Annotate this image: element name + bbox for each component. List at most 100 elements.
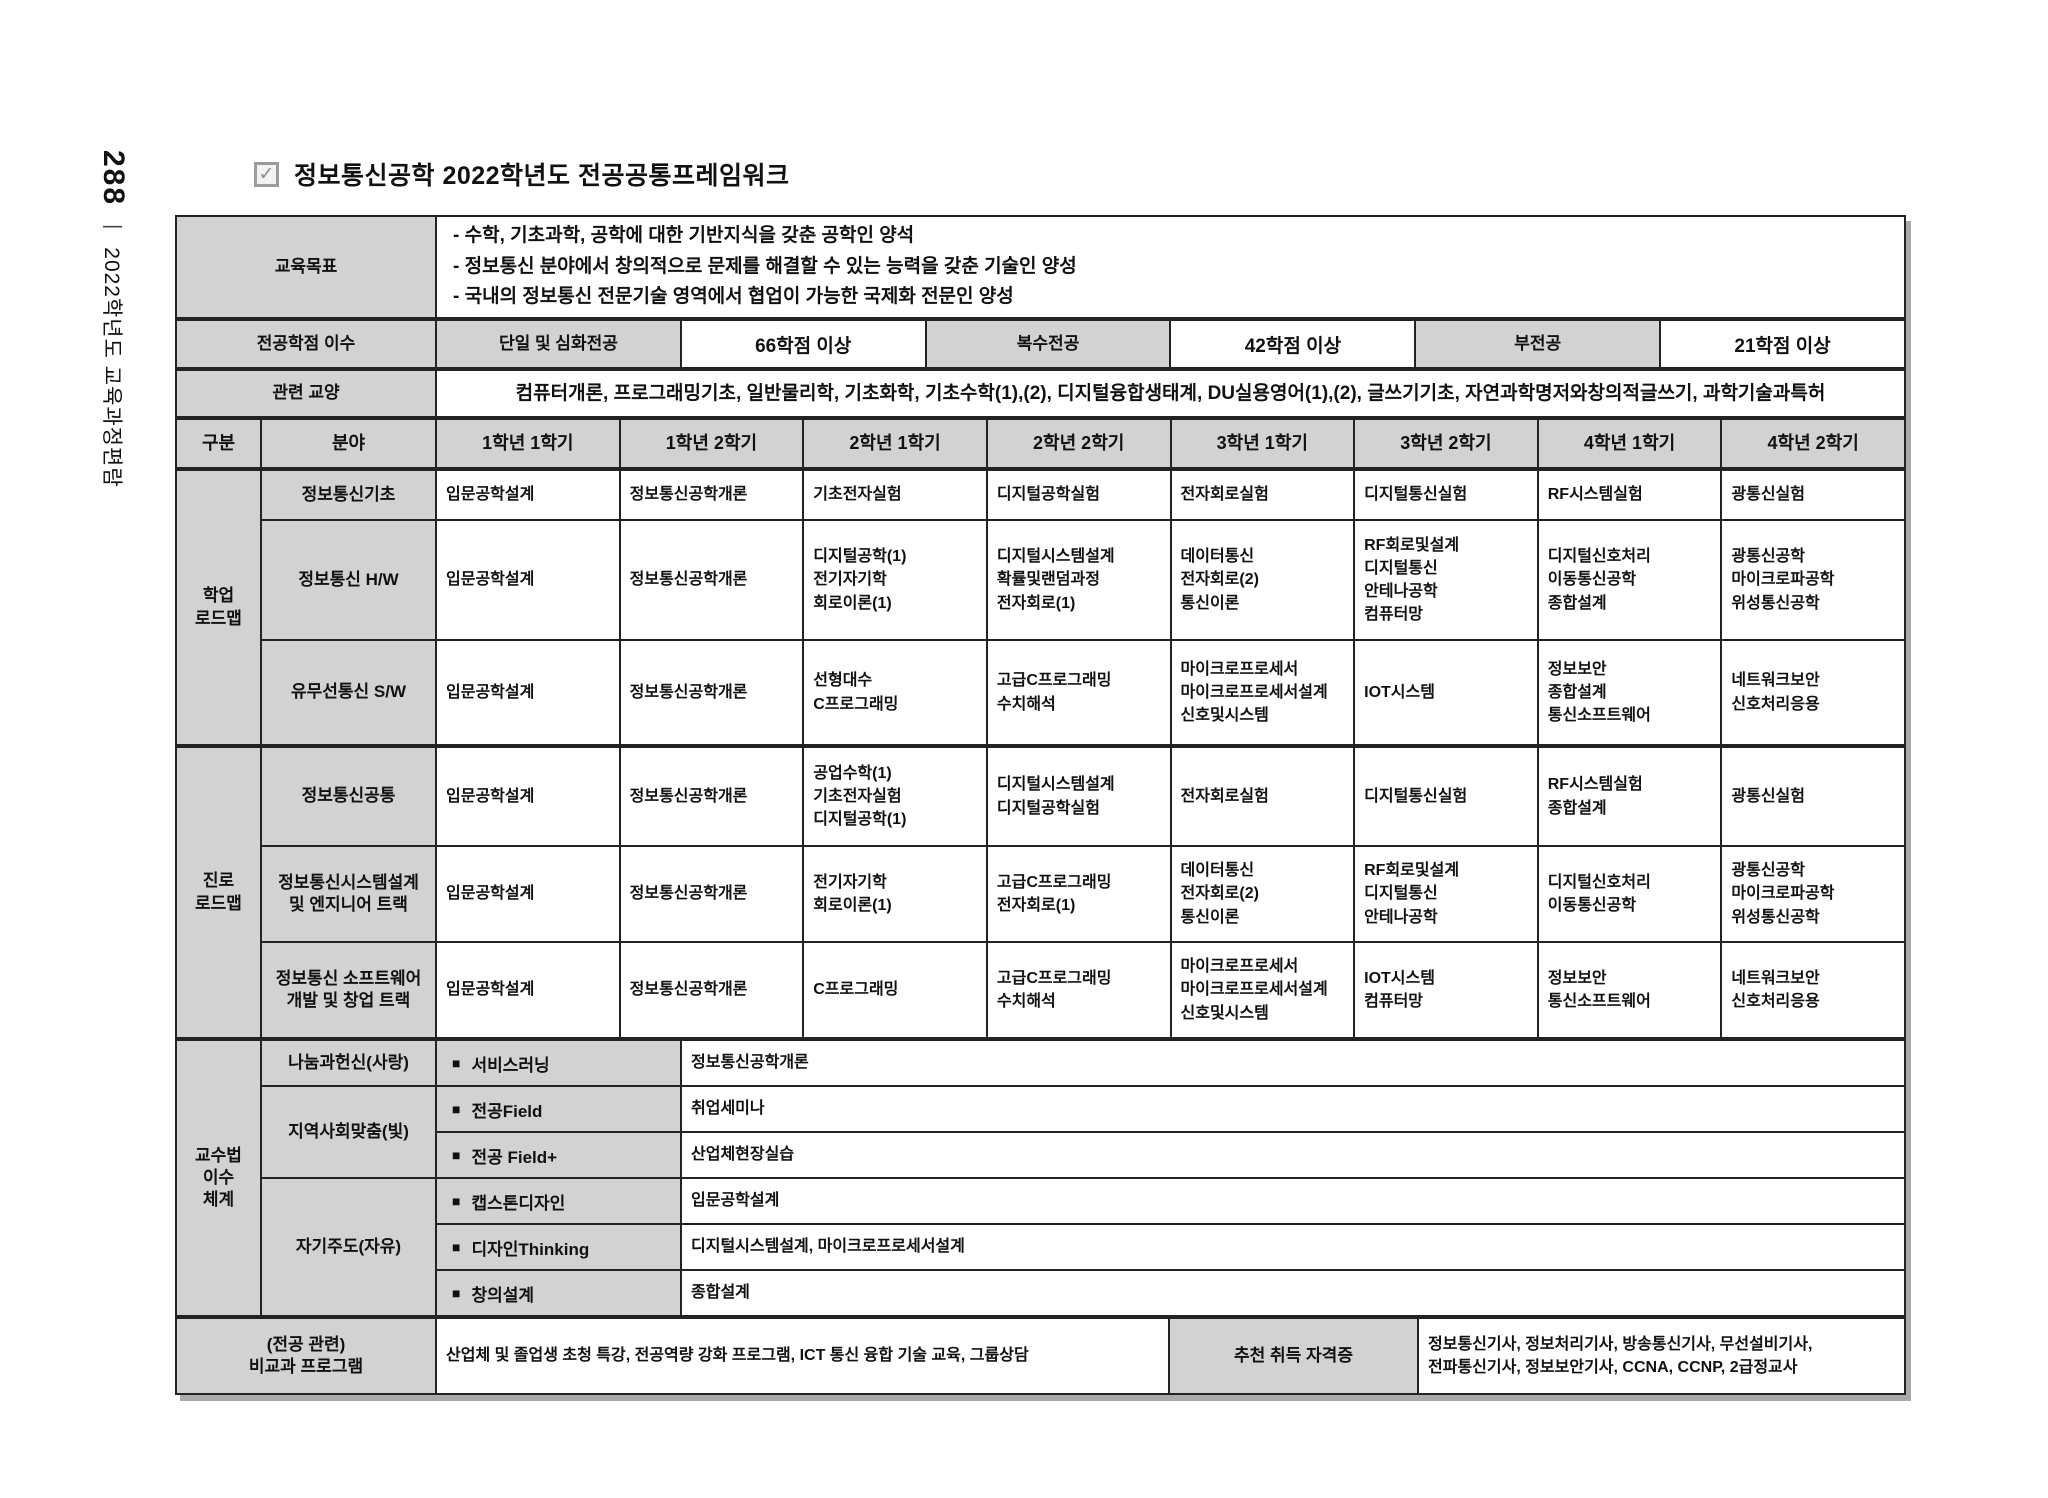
course-cell: 정보통신공학개론 [620,943,805,1037]
section-body: 정보통신공통 입문공학설계 정보통신공학개론 공업수학(1) 기초전자실험 디지… [262,748,1904,1037]
page-number: 288 [97,150,130,207]
method-label: 캡스톤디자인 [471,1193,566,1213]
pedagogy-section: 교수법 이수 체계 나눔과헌신(사랑) ■ 서비스러닝 정보통신공학개론 지역사… [177,1039,1904,1317]
course-cell: 마이크로프로세서 마이크로프로세서설계 신호및시스템 [1171,641,1356,744]
course-cell: 입문공학설계 [437,521,621,639]
header-cell: 2학년 2학기 [987,420,1172,467]
liberal-courses-cell: 컴퓨터개론, 프로그래밍기초, 일반물리학, 기초화학, 기초수학(1),(2)… [437,371,1904,416]
course-cell: 디지털시스템설계 확률및랜덤과정 전자회로(1) [987,521,1172,639]
check-glyph: ✓ [258,163,275,185]
pedagogy-item-row: ■ 전공Field 취업세미나 [437,1087,1904,1133]
credits-type-cell: 부전공 [1416,321,1662,367]
category-cell: 정보통신 소프트웨어 개발 및 창업 트랙 [262,943,437,1037]
course-cell: 디지털통신실험 [1355,748,1539,845]
roadmap-row: 정보통신시스템설계 및 엔지니어 트랙 입문공학설계 정보통신공학개론 전기자기… [262,847,1904,943]
course-cell: 기초전자실험 [804,471,988,519]
area-label-cell: 지역사회맞춤(빛) [262,1087,437,1177]
method-course-cell: 디지털시스템설계, 마이크로프로세서설계 [682,1225,1904,1269]
roadmap-row: 유무선통신 S/W 입문공학설계 정보통신공학개론 선형대수 C프로그래밍 고급… [262,641,1904,744]
course-cell: 디지털신호처리 이동통신공학 [1538,847,1723,941]
course-cell: C프로그래밍 [804,943,988,1037]
method-cell: ■ 전공 Field+ [437,1133,682,1177]
course-cell: 디지털통신실험 [1355,471,1539,519]
course-cell: 정보통신공학개론 [620,521,805,639]
course-cell: RF시스템실험 [1538,471,1723,519]
course-cell: 광통신공학 마이크로파공학 위성통신공학 [1722,521,1904,639]
study-roadmap-section: 학업 로드맵 정보통신기초 입문공학설계 정보통신공학개론 기초전자실험 디지털… [177,469,1904,746]
course-cell: 정보통신공학개론 [620,847,805,941]
course-cell: 디지털신호처리 이동통신공학 종합설계 [1538,521,1723,639]
category-cell: 정보통신공통 [262,748,437,845]
career-roadmap-section: 진로 로드맵 정보통신공통 입문공학설계 정보통신공학개론 공업수학(1) 기초… [177,746,1904,1039]
extra-label-cell: (전공 관련) 비교과 프로그램 [177,1319,437,1393]
header-cell: 4학년 2학기 [1722,420,1904,467]
method-cell: ■ 전공Field [437,1087,682,1131]
liberal-label-cell: 관련 교양 [177,371,437,416]
header-cell: 구분 [177,420,262,467]
course-cell: 고급C프로그래밍 수치해석 [987,943,1172,1037]
course-cell: 전자회로실험 [1171,748,1356,845]
header-cell: 분야 [262,420,437,467]
credits-value-cell: 42학점 이상 [1171,321,1417,367]
method-course-cell: 정보통신공학개론 [682,1041,1904,1085]
course-cell: 전기자기학 회로이론(1) [804,847,988,941]
course-cell: 정보보안 통신소프트웨어 [1538,943,1723,1037]
square-bullet-icon: ■ [452,1193,461,1209]
area-body: ■ 캡스톤디자인 입문공학설계 ■ 디자인Thinking 디지털시스템설계, … [437,1179,1904,1315]
roadmap-row: 정보통신 소프트웨어 개발 및 창업 트랙 입문공학설계 정보통신공학개론 C프… [262,943,1904,1037]
page-title: 정보통신공학 2022학년도 전공공통프레임워크 [294,162,790,190]
course-cell: 정보보안 종합설계 통신소프트웨어 [1538,641,1723,744]
cert-label-cell: 추천 취득 자격증 [1170,1319,1419,1393]
goal-label-cell: 교육목표 [177,217,437,317]
course-cell: 광통신공학 마이크로파공학 위성통신공학 [1722,847,1904,941]
square-bullet-icon: ■ [452,1147,461,1163]
method-label: 서비스러닝 [471,1055,550,1075]
method-course-cell: 종합설계 [682,1271,1904,1315]
course-cell: 네트워크보안 신호처리응용 [1722,943,1904,1037]
credits-row: 전공학점 이수 단일 및 심화전공 66학점 이상 복수전공 42학점 이상 부… [177,319,1904,369]
course-cell: 광통신실험 [1722,748,1904,845]
course-cell: RF회로및설계 디지털통신 안테나공학 컴퓨터망 [1355,521,1539,639]
course-cell: 공업수학(1) 기초전자실험 디지털공학(1) [804,748,988,845]
course-cell: 광통신실험 [1722,471,1904,519]
header-cell: 1학년 2학기 [620,420,805,467]
section-group-cell: 교수법 이수 체계 [177,1041,262,1315]
credits-type-cell: 복수전공 [926,321,1172,367]
pedagogy-item-row: ■ 서비스러닝 정보통신공학개론 [437,1041,1904,1085]
course-cell: 고급C프로그래밍 전자회로(1) [987,847,1172,941]
category-cell: 정보통신기초 [262,471,437,519]
pedagogy-area-row: 지역사회맞춤(빛) ■ 전공Field 취업세미나 ■ 전공 Field+ [262,1087,1904,1179]
roadmap-row: 정보통신공통 입문공학설계 정보통신공학개론 공업수학(1) 기초전자실험 디지… [262,748,1904,847]
method-course-cell: 입문공학설계 [682,1179,1904,1223]
course-cell: IOT시스템 컴퓨터망 [1355,943,1539,1037]
course-cell: 마이크로프로세서 마이크로프로세서설계 신호및시스템 [1171,943,1356,1037]
method-label: 디자인Thinking [471,1239,590,1259]
spine-divider: | [102,224,125,230]
credits-value-cell: 66학점 이상 [681,321,927,367]
header-cell: 2학년 1학기 [804,420,988,467]
category-cell: 정보통신 H/W [262,521,437,639]
course-cell: 입문공학설계 [437,471,621,519]
course-cell: 입문공학설계 [437,748,621,845]
area-body: ■ 전공Field 취업세미나 ■ 전공 Field+ 산업체현장실습 [437,1087,1904,1177]
area-label-cell: 자기주도(자유) [262,1179,437,1315]
roadmap-row: 정보통신기초 입문공학설계 정보통신공학개론 기초전자실험 디지털공학실험 전자… [262,471,1904,521]
course-cell: RF시스템실험 종합설계 [1538,748,1723,845]
course-cell: 전자회로실험 [1171,471,1356,519]
section-body: 나눔과헌신(사랑) ■ 서비스러닝 정보통신공학개론 지역사회맞춤(빛) [262,1041,1904,1315]
course-cell: 디지털공학실험 [987,471,1172,519]
square-bullet-icon: ■ [452,1239,461,1255]
roadmap-row: 정보통신 H/W 입문공학설계 정보통신공학개론 디지털공학(1) 전기자기학 … [262,521,1904,641]
credits-value-cell: 21학점 이상 [1661,321,1904,367]
checkbox-icon: ✓ [254,161,279,187]
method-course-cell: 취업세미나 [682,1087,1904,1131]
edition-label: 2022학년도 교육과정편람 [100,247,123,488]
course-cell: IOT시스템 [1355,641,1539,744]
extracurricular-row: (전공 관련) 비교과 프로그램 산업체 및 졸업생 초청 특강, 전공역량 강… [177,1317,1904,1393]
course-cell: 입문공학설계 [437,847,621,941]
course-cell: 데이터통신 전자회로(2) 통신이론 [1171,521,1356,639]
course-cell: 디지털시스템설계 디지털공학실험 [987,748,1172,845]
goal-row: 교육목표 - 수학, 기초과학, 공학에 대한 기반지식을 갖춘 공학인 양석 … [177,217,1904,319]
semester-header-row: 구분 분야 1학년 1학기 1학년 2학기 2학년 1학기 2학년 2학기 3학… [177,418,1904,469]
category-cell: 유무선통신 S/W [262,641,437,744]
